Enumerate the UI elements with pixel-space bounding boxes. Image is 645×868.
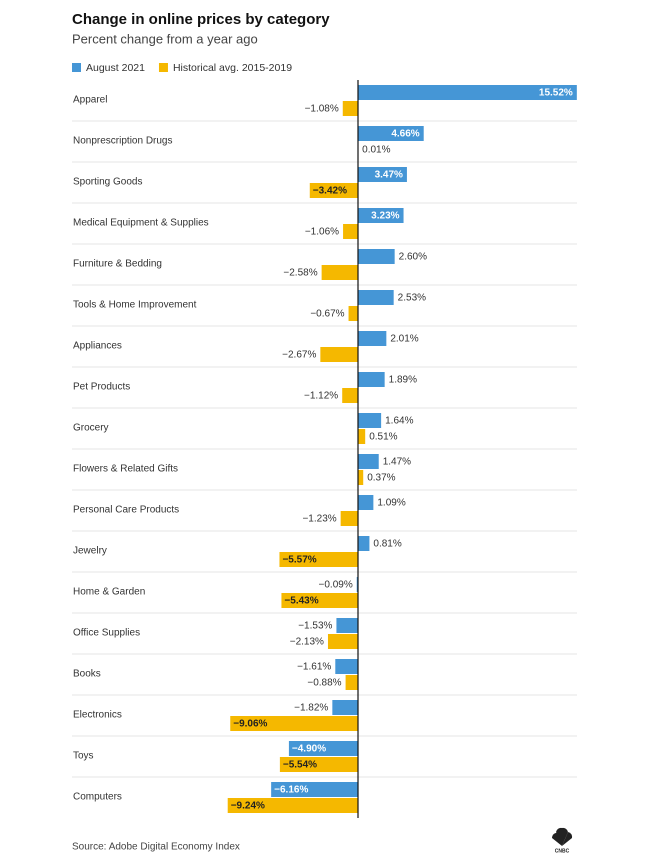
value-label: 0.51% xyxy=(369,432,397,443)
bar xyxy=(288,741,358,756)
category-label: Personal Care Products xyxy=(73,505,179,516)
value-label: 1.89% xyxy=(389,375,417,386)
bar xyxy=(279,552,358,567)
bar xyxy=(358,536,370,551)
value-label: −1.61% xyxy=(297,662,331,673)
value-label: 3.47% xyxy=(375,170,403,181)
value-label: 0.01% xyxy=(362,145,390,156)
bar xyxy=(358,454,379,469)
source: Source: Adobe Digital Economy Index xyxy=(72,842,240,853)
bar xyxy=(320,347,358,362)
bar xyxy=(342,101,358,116)
value-label: −1.23% xyxy=(302,514,336,525)
value-label: −5.43% xyxy=(284,596,318,607)
value-label: 2.60% xyxy=(399,252,427,263)
value-label: −1.08% xyxy=(305,104,339,115)
category-label: Tools & Home Improvement xyxy=(73,300,197,311)
bar xyxy=(358,372,385,387)
category-label: Grocery xyxy=(73,423,109,434)
logo: CNBC xyxy=(551,827,573,854)
legend-swatch xyxy=(158,63,168,72)
category-label: Furniture & Bedding xyxy=(73,259,162,270)
bar xyxy=(309,183,358,198)
category-label: Computers xyxy=(73,792,122,803)
bar xyxy=(358,495,374,510)
chart-subtitle: Percent change from a year ago xyxy=(72,31,258,46)
legend-label: August 2021 xyxy=(86,62,145,74)
value-label: −5.57% xyxy=(282,555,316,566)
bar xyxy=(358,290,394,305)
bar xyxy=(358,85,577,100)
bar xyxy=(358,126,424,141)
chart-title: Change in online prices by category xyxy=(72,11,330,28)
value-label: −4.90% xyxy=(292,744,326,755)
value-label: −9.24% xyxy=(231,801,265,812)
value-label: −1.53% xyxy=(298,621,332,632)
value-label: 1.09% xyxy=(377,498,405,509)
category-label: Jewelry xyxy=(73,546,107,557)
value-label: −5.54% xyxy=(283,760,317,771)
category-label: Pet Products xyxy=(73,382,130,393)
legend-label: Historical avg. 2015-2019 xyxy=(173,62,292,74)
value-label: 0.81% xyxy=(373,539,401,550)
bar xyxy=(327,634,358,649)
bar xyxy=(227,798,358,813)
bar xyxy=(358,208,404,223)
value-label: −0.09% xyxy=(319,580,353,591)
category-label: Toys xyxy=(73,751,94,762)
value-label: 15.52% xyxy=(539,88,573,99)
bar xyxy=(358,429,366,444)
bar xyxy=(335,659,358,674)
category-label: Apparel xyxy=(73,95,107,106)
category-label: Home & Garden xyxy=(73,587,145,598)
value-label: 0.37% xyxy=(367,473,395,484)
bar xyxy=(358,167,407,182)
value-label: 1.64% xyxy=(385,416,413,427)
bar xyxy=(342,388,358,403)
bar xyxy=(279,757,358,772)
bar xyxy=(271,782,358,797)
category-label: Electronics xyxy=(73,710,122,721)
category-label: Flowers & Related Gifts xyxy=(73,464,178,475)
value-label: −6.16% xyxy=(274,785,308,796)
value-label: −0.67% xyxy=(310,309,344,320)
value-label: −0.88% xyxy=(307,678,341,689)
value-label: −1.12% xyxy=(304,391,338,402)
value-label: −9.06% xyxy=(233,719,267,730)
bar xyxy=(358,413,382,428)
value-label: 3.23% xyxy=(371,211,399,222)
bar xyxy=(281,593,358,608)
bar xyxy=(336,618,358,633)
bar xyxy=(345,675,358,690)
logo-text: CNBC xyxy=(555,848,570,854)
bar xyxy=(332,700,358,715)
category-label: Books xyxy=(73,669,101,680)
value-label: −1.82% xyxy=(294,703,328,714)
value-label: 2.53% xyxy=(398,293,426,304)
bar xyxy=(340,511,358,526)
category-label: Nonprescription Drugs xyxy=(73,136,173,147)
value-label: −2.13% xyxy=(290,637,324,648)
bar xyxy=(348,306,358,321)
bar xyxy=(358,470,364,485)
legend-swatch xyxy=(72,63,81,72)
category-label: Sporting Goods xyxy=(73,177,143,188)
bar xyxy=(321,265,358,280)
bar xyxy=(358,249,395,264)
category-label: Medical Equipment & Supplies xyxy=(73,218,209,229)
value-label: −3.42% xyxy=(313,186,347,197)
bar xyxy=(358,331,387,346)
value-label: −2.58% xyxy=(283,268,317,279)
value-label: 2.01% xyxy=(390,334,418,345)
value-label: 4.66% xyxy=(391,129,419,140)
value-label: −1.06% xyxy=(305,227,339,238)
value-label: −2.67% xyxy=(282,350,316,361)
bar xyxy=(343,224,358,239)
category-label: Appliances xyxy=(73,341,122,352)
bar xyxy=(356,577,358,592)
category-label: Office Supplies xyxy=(73,628,140,639)
bar xyxy=(230,716,358,731)
value-label: 1.47% xyxy=(383,457,411,468)
